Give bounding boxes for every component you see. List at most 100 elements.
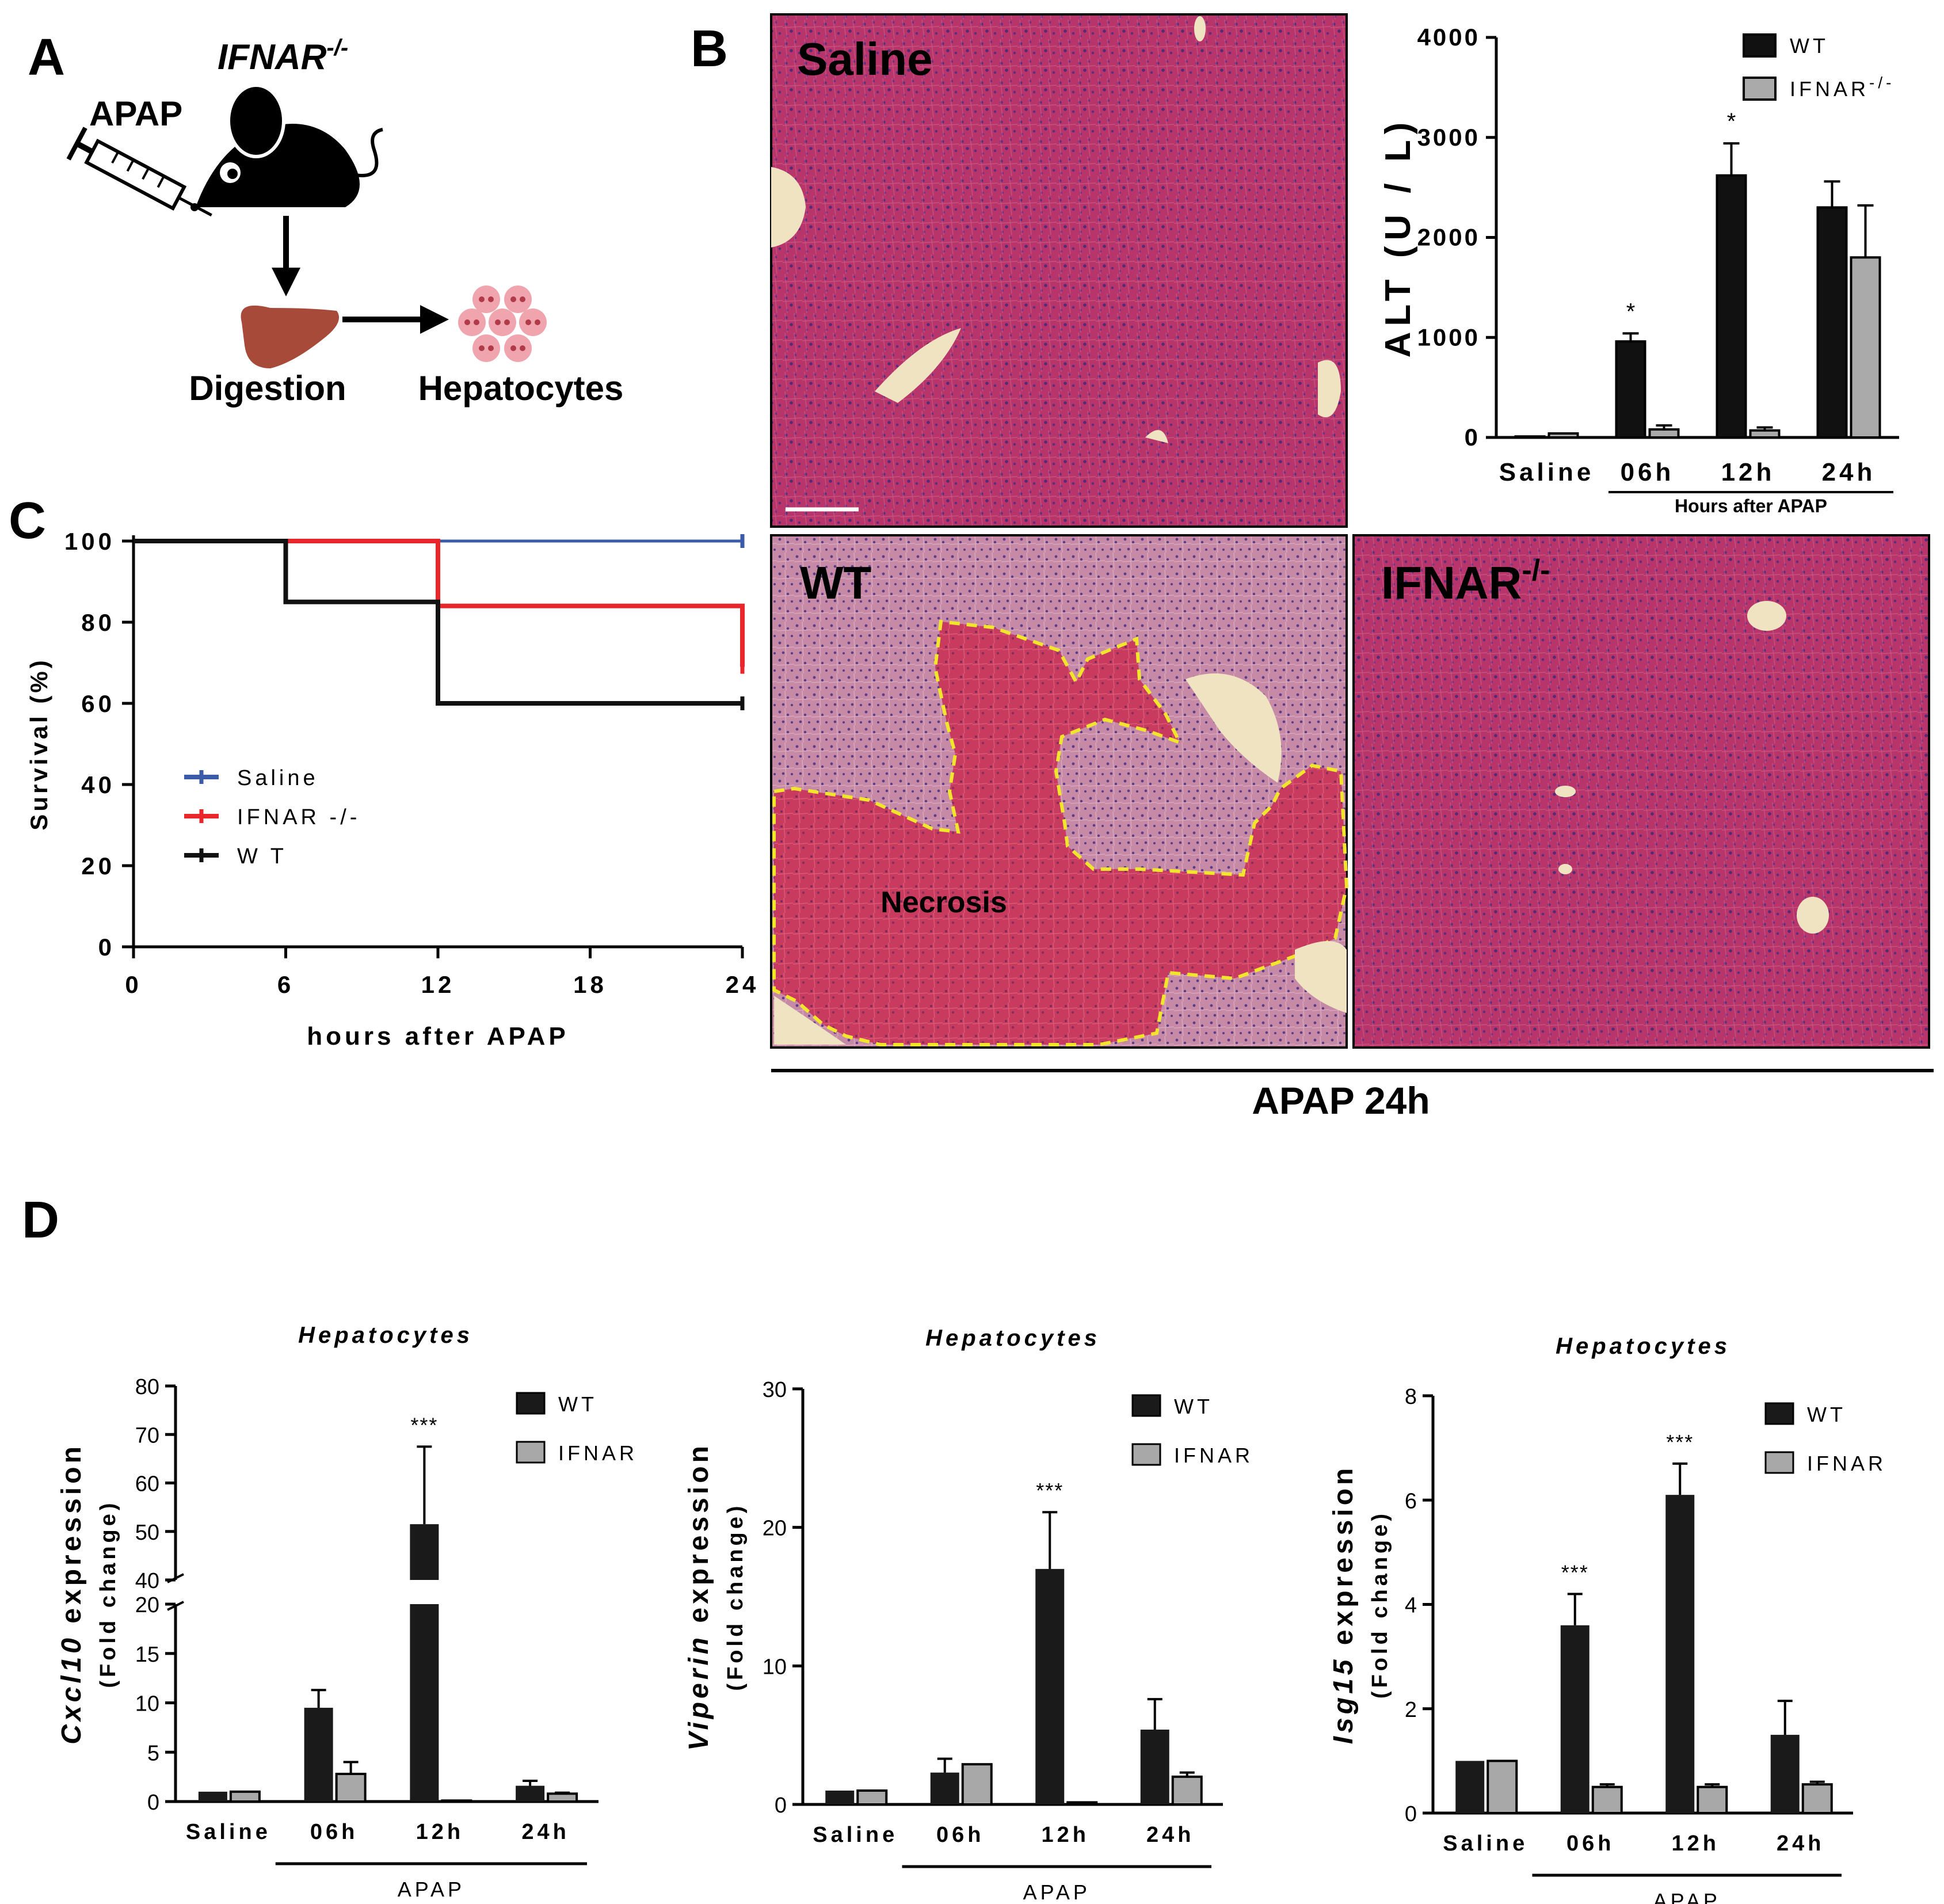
y-tick-label: 0 (775, 1793, 787, 1818)
bar (198, 1791, 227, 1802)
chart-title: Hepatocytes (298, 1323, 473, 1348)
bar (1035, 1568, 1065, 1804)
y-tick-label: 50 (135, 1521, 159, 1545)
legend-swatch (1131, 1443, 1161, 1466)
y-tick-label: 80 (135, 1375, 159, 1399)
bar (1560, 1625, 1589, 1813)
bar (930, 1772, 959, 1804)
x-tick-label: Saline (186, 1820, 271, 1844)
bar (1547, 432, 1579, 439)
y-tick-label: 6 (1405, 1489, 1417, 1513)
x-tick-label: 6 (277, 971, 294, 998)
x-axis-label: hours after APAP (307, 1022, 569, 1050)
legend-swatch (1764, 1451, 1794, 1474)
y-tick-label: 8 (1405, 1385, 1417, 1409)
legend-label: IFNAR (558, 1441, 638, 1465)
x-tick-label: 12h (1042, 1823, 1089, 1847)
y-tick-label: 3000 (1417, 124, 1480, 151)
apap24h-label: APAP 24h (1252, 1079, 1430, 1122)
y-axis-label: ALT (U / L) (1378, 117, 1418, 358)
bar (1665, 1495, 1695, 1813)
x-tick-label: 06h (310, 1820, 358, 1844)
bar (304, 1708, 333, 1802)
step-digestion-label: Digestion (189, 369, 346, 408)
bar (441, 1799, 472, 1803)
bar (1171, 1775, 1203, 1806)
y-axis-label-secondary: (Fold change) (1368, 1510, 1392, 1699)
bar (516, 1785, 545, 1802)
bar (229, 1790, 261, 1803)
bar (1486, 1760, 1518, 1814)
survival-chart: 0 20 40 60 80 100 0 6 12 18 24 hours after APAP Surv… (25, 528, 756, 1050)
bar-upper (410, 1524, 439, 1580)
histology-ifnar-label: IFNAR-/- (1381, 554, 1550, 608)
viperin-chart: 0 10 20 30 Hepatocytes Viperin expression (Fol… (684, 1326, 1253, 1904)
y-tick-label: 60 (81, 690, 115, 717)
y-axis-label: Viperin expression (684, 1442, 714, 1751)
significance-marker: *** (410, 1413, 438, 1437)
y-tick-label: 20 (81, 852, 115, 879)
significance-marker: *** (1036, 1479, 1064, 1502)
legend-label: IFNAR (1807, 1452, 1886, 1475)
x-tick-label: 06h (1566, 1831, 1614, 1856)
bar (1697, 1785, 1728, 1814)
bar (1455, 1761, 1485, 1813)
legend-label: WT (1807, 1403, 1846, 1426)
x-tick-label: 12h (1721, 458, 1775, 486)
bar (1591, 1785, 1623, 1814)
legend-swatch (1743, 33, 1777, 58)
legend-label: IFNAR -/- (237, 805, 360, 829)
significance-marker: * (1727, 109, 1736, 134)
y-tick-label: 100 (64, 528, 115, 555)
y-tick-label: 60 (135, 1472, 159, 1496)
y-axis-label: Isg15 expression (1328, 1465, 1359, 1745)
bar (1770, 1735, 1800, 1813)
bar (1749, 429, 1781, 439)
panel-a: A IFNAR-/- APAP (28, 29, 623, 408)
histology-ifnar: IFNAR-/- (1352, 534, 1930, 1049)
legend-swatch (1764, 1402, 1794, 1425)
y-axis-label: Survival (%) (25, 657, 52, 830)
legend-label: WT (558, 1392, 597, 1416)
x-tick-label: 24h (1146, 1823, 1194, 1847)
significance-marker: *** (1666, 1430, 1694, 1454)
x-tick-label: Saline (813, 1823, 898, 1847)
x-tick-label: Saline (1499, 458, 1595, 486)
bar (961, 1763, 993, 1806)
panel-label-d: D (22, 1191, 59, 1249)
alt-chart: 0 1000 2000 3000 4000 ALT (U / L) Saline 06h * 12… (1378, 24, 1899, 516)
y-tick-label: 40 (135, 1569, 159, 1593)
x-tick-label: 18 (573, 971, 607, 998)
histology-saline: Saline (770, 13, 1348, 528)
x-tick-label: 24h (521, 1820, 569, 1844)
arrow-down-head (272, 268, 300, 296)
legend-label: IFNAR (1174, 1444, 1253, 1467)
y-tick-label: 20 (135, 1593, 159, 1617)
y-tick-label: 5 (147, 1741, 159, 1765)
y-axis-label-secondary: (Fold change) (723, 1502, 748, 1690)
bar (1816, 206, 1848, 439)
mouse-genotype-label: IFNAR-/- (218, 35, 348, 77)
bar (547, 1792, 578, 1803)
y-tick-label: 30 (763, 1378, 787, 1402)
x-tick-label: 24h (1822, 458, 1876, 486)
x-tick-label: 12h (416, 1820, 464, 1844)
histology-wt-label: WT (800, 557, 872, 608)
bar (825, 1790, 855, 1804)
drug-label: APAP (89, 94, 182, 133)
y-tick-label: 40 (81, 771, 115, 798)
y-tick-label: 15 (135, 1643, 159, 1667)
x-tick-label: 0 (125, 971, 142, 998)
legend-label: WT (1174, 1395, 1213, 1418)
y-tick-label: 0 (147, 1791, 159, 1815)
legend-label: W T (237, 844, 287, 869)
step-hepatocytes-label: Hepatocytes (418, 369, 624, 408)
x-group-label: APAP (1023, 1880, 1091, 1904)
x-group-label: APAP (398, 1878, 465, 1901)
y-tick-label: 0 (1405, 1802, 1417, 1826)
chart-title: Hepatocytes (925, 1326, 1100, 1351)
histology-saline-label: Saline (797, 33, 933, 85)
legend-label: Saline (237, 766, 319, 790)
histology-wt: WT Necrosis (770, 534, 1349, 1049)
